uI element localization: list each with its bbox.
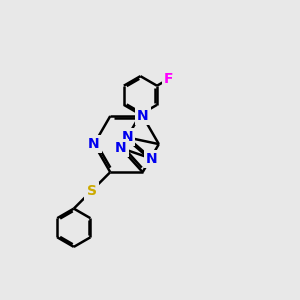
Text: N: N (115, 141, 127, 155)
Text: N: N (137, 109, 148, 123)
Text: N: N (88, 137, 100, 151)
Text: N: N (121, 130, 133, 144)
Text: N: N (146, 152, 158, 166)
Text: S: S (86, 184, 97, 198)
Text: F: F (164, 72, 173, 86)
